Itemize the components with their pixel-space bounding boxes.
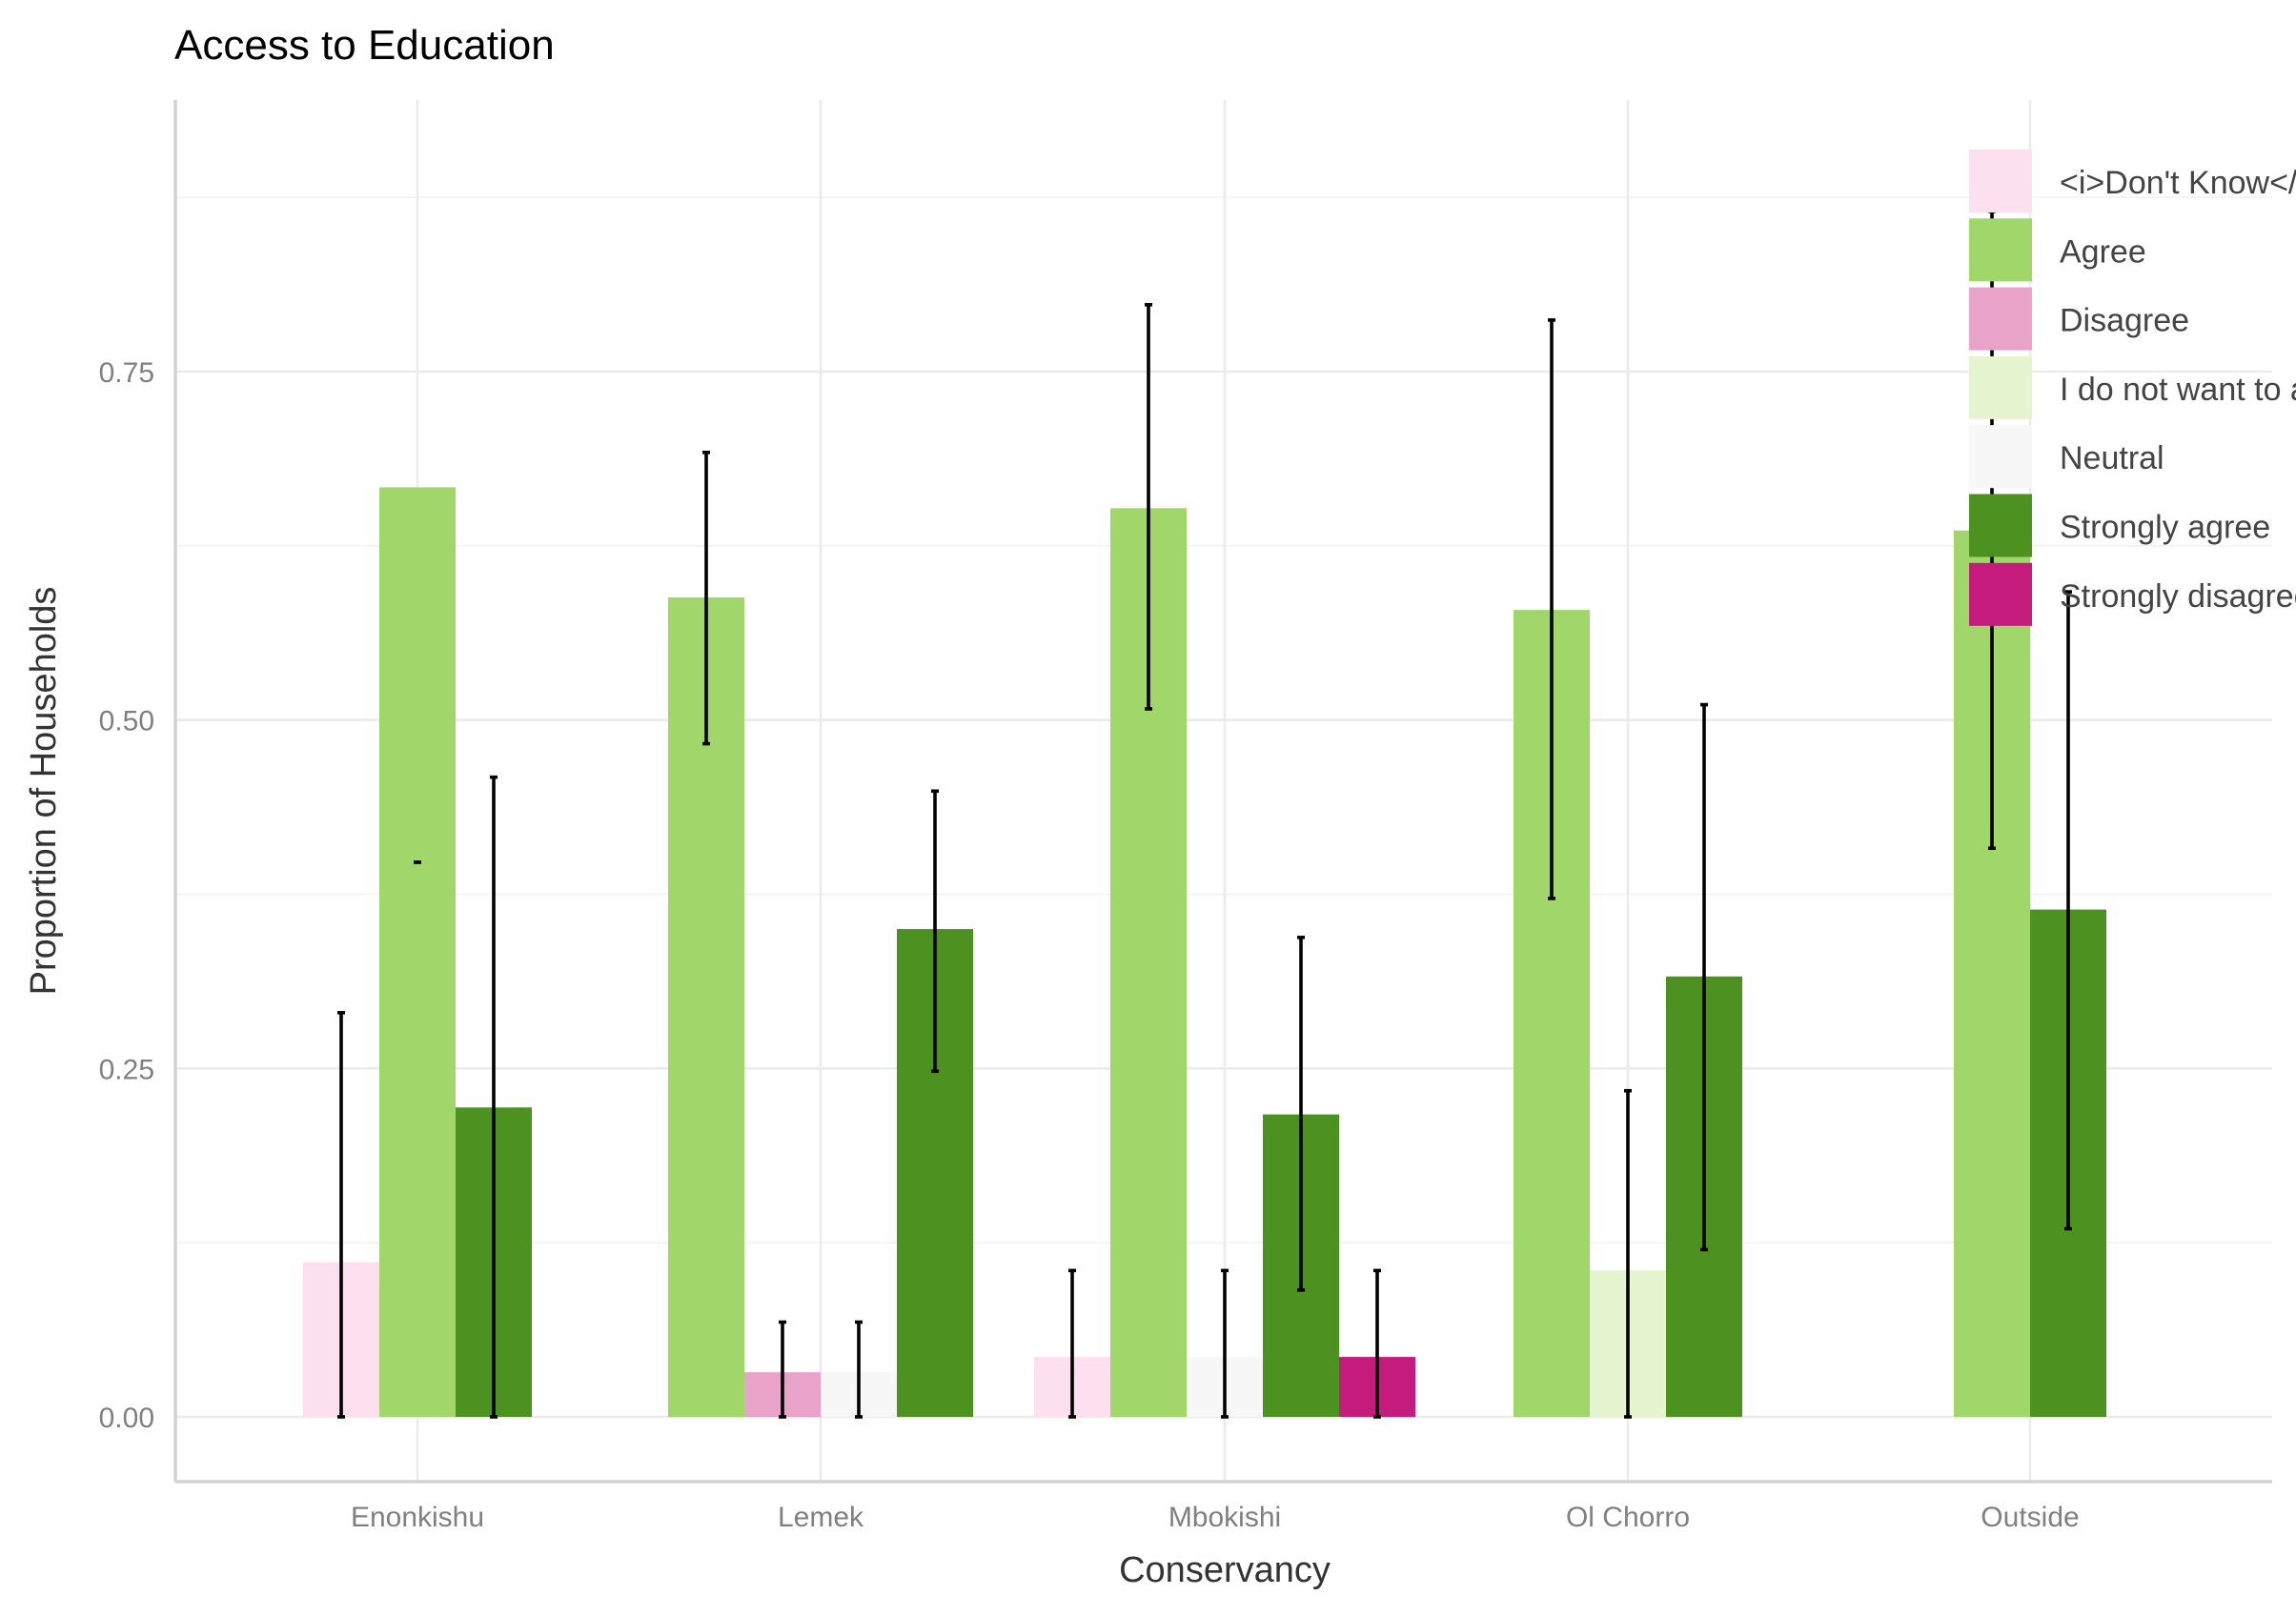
x-axis-ticks: Enonkishu Lemek Mbokishi Ol Chorro Outside xyxy=(351,1502,2080,1533)
legend-label: Disagree xyxy=(2060,303,2189,339)
error-bar xyxy=(2064,590,2072,1231)
error-bar xyxy=(490,775,498,1419)
x-tick-label: Mbokishi xyxy=(1168,1502,1281,1533)
legend-key xyxy=(1969,287,2032,351)
y-tick-label: 0.00 xyxy=(99,1403,154,1434)
legend-item: Neutral xyxy=(1969,425,2164,489)
bar xyxy=(379,487,456,1417)
error-bar xyxy=(1145,302,1152,711)
legend-label: Strongly disagree xyxy=(2060,578,2296,615)
y-axis-title: Proportion of Households xyxy=(24,587,64,996)
error-bar xyxy=(1700,702,1708,1252)
y-axis-ticks: 0.00 0.25 0.50 0.75 xyxy=(99,357,154,1434)
error-bar xyxy=(1373,1268,1381,1419)
legend-key xyxy=(1969,150,2032,212)
legend-key xyxy=(1969,355,2032,419)
legend-label: Strongly agree xyxy=(2060,510,2270,546)
legend-label: <i>Don't Know</i> xyxy=(2060,165,2296,201)
error-bar xyxy=(1548,318,1555,900)
error-bar xyxy=(702,451,710,746)
error-bar xyxy=(1297,936,1305,1292)
legend: <i>Don't Know</i> Agree Disagree I do not w… xyxy=(1969,150,2296,626)
error-bar xyxy=(337,1011,345,1419)
legend-item: Agree xyxy=(1969,218,2146,282)
error-bar xyxy=(855,1320,863,1419)
x-tick-label: Outside xyxy=(1981,1502,2079,1533)
legend-key xyxy=(1969,562,2032,626)
x-tick-label: Lemek xyxy=(778,1502,864,1533)
y-tick-label: 0.50 xyxy=(99,706,154,737)
y-tick-label: 0.25 xyxy=(99,1054,154,1085)
plot-error-bars xyxy=(337,209,2072,1419)
chart-title: Access to Education xyxy=(174,22,555,69)
legend-item: Strongly agree xyxy=(1969,494,2270,557)
legend-label: I do not want to answer xyxy=(2060,372,2296,408)
y-tick-label: 0.75 xyxy=(99,357,154,389)
legend-item: Disagree xyxy=(1969,287,2189,351)
legend-key xyxy=(1969,218,2032,282)
legend-label: Agree xyxy=(2060,233,2146,270)
error-bar xyxy=(779,1320,786,1419)
error-bar xyxy=(1221,1268,1229,1419)
legend-key xyxy=(1969,494,2032,557)
error-bar xyxy=(1068,1268,1076,1419)
legend-label: Neutral xyxy=(2060,440,2164,476)
x-axis-title: Conservancy xyxy=(1119,1550,1331,1590)
legend-item: Strongly disagree xyxy=(1969,562,2296,626)
plot-bars xyxy=(303,487,2106,1417)
legend-item: I do not want to answer xyxy=(1969,355,2296,419)
x-tick-label: Ol Chorro xyxy=(1566,1502,1690,1533)
error-bar xyxy=(931,789,939,1074)
error-bar xyxy=(1624,1088,1632,1419)
x-tick-label: Enonkishu xyxy=(351,1502,484,1533)
legend-item: <i>Don't Know</i> xyxy=(1969,150,2296,212)
legend-key xyxy=(1969,425,2032,489)
